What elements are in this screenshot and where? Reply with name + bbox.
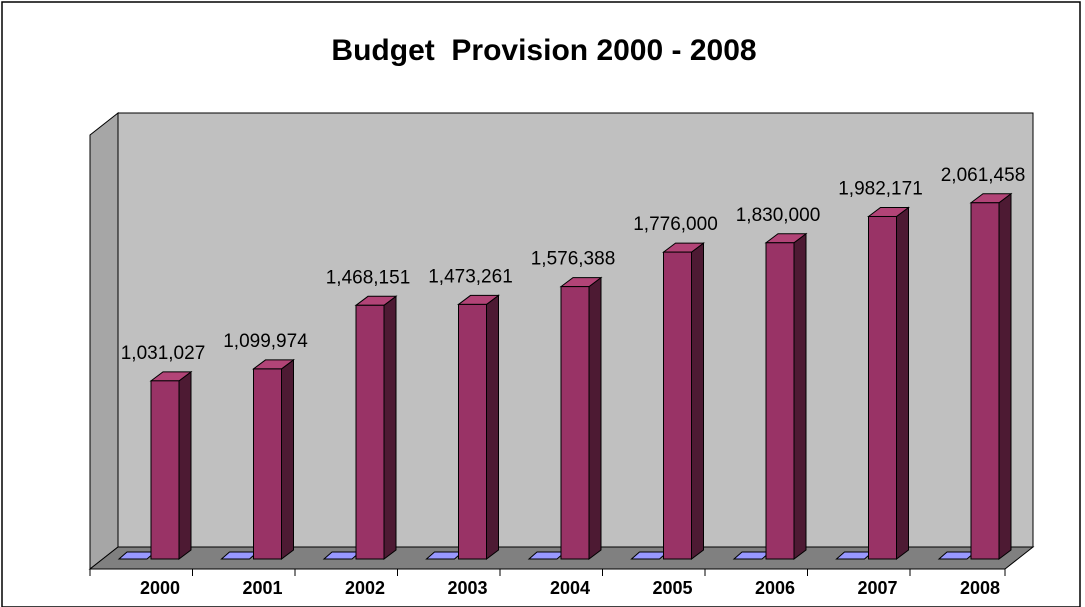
x-axis-ticks (89, 569, 1006, 576)
bar-side (588, 276, 602, 560)
bar-front (150, 380, 180, 560)
bar-front (868, 215, 897, 560)
data-label: 1,099,974 (223, 331, 308, 352)
bar-side (793, 232, 807, 560)
x-tick-label: 2007 (857, 578, 897, 598)
data-label: 1,468,151 (326, 267, 411, 288)
data-label: 1,473,261 (428, 266, 513, 287)
data-label: 1,982,171 (838, 178, 923, 199)
data-label: 2,061,458 (941, 165, 1026, 186)
bar-front (663, 251, 692, 560)
bar-front (355, 304, 385, 560)
bar-2004 (559, 276, 603, 560)
bar-2000 (149, 370, 193, 560)
bar-2007 (867, 206, 910, 560)
data-label: 1,830,000 (736, 205, 821, 226)
data-labels: 1,031,027 1,099,974 1,468,151 1,473,261 1,57… (121, 165, 1026, 364)
bar-2005 (662, 242, 705, 560)
bar-2002 (354, 295, 398, 560)
bar-side (896, 206, 909, 560)
x-tick-label: 2002 (345, 578, 385, 598)
bar-side (383, 295, 397, 560)
bar-front (765, 242, 795, 560)
bar-front (253, 368, 282, 560)
x-tick-label: 2006 (755, 578, 795, 598)
data-label: 1,776,000 (633, 214, 718, 235)
bar-side (281, 358, 294, 560)
x-tick-labels: 2000 2001 2002 2003 2004 2005 2006 2007 2008 (140, 578, 1000, 598)
bar-front (458, 303, 487, 560)
chart-title: Budget Provision 2000 - 2008 (331, 34, 756, 67)
data-label: 1,031,027 (121, 343, 206, 364)
bar-side (178, 370, 192, 560)
x-tick-label: 2005 (652, 578, 692, 598)
bar-2003 (457, 294, 500, 560)
bar-side (998, 192, 1012, 560)
bar-front (560, 286, 590, 560)
bar-front (970, 202, 1000, 560)
bars (149, 192, 1013, 560)
x-tick-label: 2000 (140, 578, 180, 598)
x-tick-label: 2001 (242, 578, 282, 598)
data-label: 1,576,388 (531, 249, 616, 270)
bar-2008 (969, 192, 1013, 560)
x-tick-label: 2008 (960, 578, 1000, 598)
bar-side (691, 242, 704, 560)
bar-2006 (764, 232, 808, 560)
floor-markers (117, 551, 977, 560)
bar-2001 (252, 358, 295, 560)
x-tick-label: 2004 (550, 578, 590, 598)
plot-side-wall (89, 111, 119, 571)
x-tick-label: 2003 (447, 578, 487, 598)
bar-side (486, 294, 499, 560)
